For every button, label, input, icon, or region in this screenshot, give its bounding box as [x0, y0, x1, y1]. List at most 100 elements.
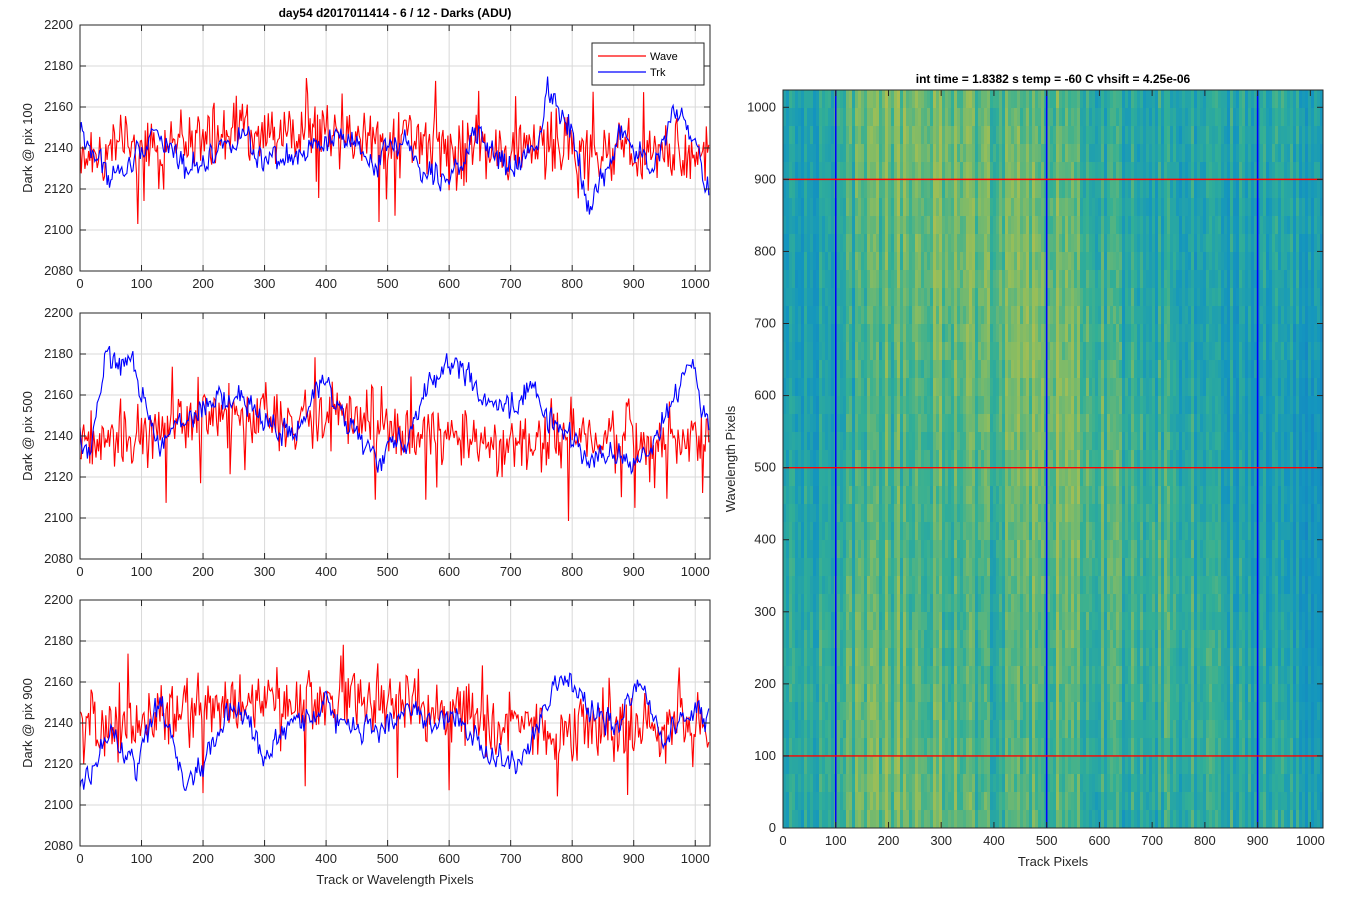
heatmap-cell: [843, 126, 847, 145]
heatmap-cell: [1104, 234, 1108, 253]
heatmap-cell: [1020, 414, 1024, 433]
heatmap-cell: [1017, 450, 1021, 469]
heatmap-cell: [1017, 792, 1021, 811]
heatmap-cell: [786, 108, 790, 127]
heatmap-cell: [843, 324, 847, 343]
heatmap-cell: [1116, 360, 1120, 379]
heatmap-cell: [885, 666, 889, 685]
heatmap-cell: [972, 198, 976, 217]
heatmap-cell: [1107, 756, 1111, 775]
heatmap-cell: [873, 432, 877, 451]
heatmap-cell: [1002, 414, 1006, 433]
heatmap-cell: [942, 126, 946, 145]
heatmap-cell: [843, 270, 847, 289]
heatmap-cell: [1026, 666, 1030, 685]
heatmap-cell: [1020, 378, 1024, 397]
heatmap-cell: [810, 270, 814, 289]
heatmap-cell: [1119, 738, 1123, 757]
heatmap-cell: [978, 666, 982, 685]
heatmap-cell: [1107, 234, 1111, 253]
heatmap-cell: [888, 324, 892, 343]
heatmap-cell: [822, 414, 826, 433]
heatmap-cell: [936, 108, 940, 127]
heatmap-cell: [1062, 576, 1066, 595]
heatmap-cell: [861, 378, 865, 397]
heatmap-cell: [936, 630, 940, 649]
heatmap-cell: [867, 306, 871, 325]
heatmap-cell: [993, 306, 997, 325]
heatmap-cell: [1020, 666, 1024, 685]
heatmap-cell: [906, 666, 910, 685]
heatmap-cell: [1119, 270, 1123, 289]
heatmap-cell: [987, 342, 991, 361]
heatmap-cell: [906, 414, 910, 433]
heatmap-cell: [792, 252, 796, 271]
heatmap-cell: [816, 684, 820, 703]
heatmap-cell: [1023, 108, 1027, 127]
heatmap-cell: [789, 126, 793, 145]
legend-label-wave: Wave: [650, 51, 678, 63]
heatmap-cell: [1047, 666, 1051, 685]
heatmap-cell: [801, 414, 805, 433]
heatmap-cell: [843, 540, 847, 559]
heatmap-cell: [1068, 162, 1072, 181]
heatmap-cell: [1089, 162, 1093, 181]
heatmap-cell: [969, 90, 973, 109]
heatmap-cell: [1104, 756, 1108, 775]
heatmap-cell: [783, 90, 787, 109]
heatmap-cell: [948, 504, 952, 523]
heatmap-cell: [915, 252, 919, 271]
heatmap-cell: [1002, 792, 1006, 811]
heatmap-cell: [879, 270, 883, 289]
heatmap-cell: [939, 108, 943, 127]
heatmap-cell: [1080, 612, 1084, 631]
heatmap-cell: [861, 162, 865, 181]
heatmap-cell: [1032, 666, 1036, 685]
heatmap-cell: [939, 720, 943, 739]
heatmap-cell: [813, 144, 817, 163]
heatmap-cell: [960, 270, 964, 289]
heatmap-cell: [999, 810, 1003, 828]
heatmap-cell: [840, 774, 844, 793]
heatmap-cell: [828, 396, 832, 415]
heatmap-cell: [807, 432, 811, 451]
heatmap-cell: [900, 180, 904, 199]
heatmap-cell: [831, 702, 835, 721]
heatmap-cell: [861, 306, 865, 325]
heatmap-cell: [906, 540, 910, 559]
heatmap-cell: [1077, 342, 1081, 361]
heatmap-cell: [966, 234, 970, 253]
heatmap-cell: [921, 198, 925, 217]
heatmap-cell: [957, 612, 961, 631]
heatmap-cell: [963, 108, 967, 127]
heatmap-cell: [1128, 450, 1132, 469]
heatmap-cell: [894, 162, 898, 181]
heatmap-cell: [1113, 504, 1117, 523]
heatmap-cell: [828, 630, 832, 649]
heatmap-cell: [1074, 792, 1078, 811]
heatmap-cell: [1125, 792, 1129, 811]
heatmap-cell: [945, 144, 949, 163]
heatmap-cell: [861, 810, 865, 828]
heatmap-cell: [921, 450, 925, 469]
heatmap-cell: [1122, 720, 1126, 739]
heatmap-cell: [993, 684, 997, 703]
heatmap-cell: [999, 522, 1003, 541]
heatmap-cell: [1068, 90, 1072, 109]
heatmap-cell: [1074, 558, 1078, 577]
heatmap-cell: [1086, 558, 1090, 577]
heatmap-cell: [984, 504, 988, 523]
heatmap-cell: [1020, 720, 1024, 739]
heatmap-cell: [921, 504, 925, 523]
heatmap-cell: [1101, 684, 1105, 703]
heatmap-cell: [894, 540, 898, 559]
heatmap-cell: [891, 774, 895, 793]
heatmap-cell: [1098, 540, 1102, 559]
heatmap-cell: [1110, 486, 1114, 505]
heatmap-cell: [996, 450, 1000, 469]
heatmap-cell: [1053, 702, 1057, 721]
heatmap-cell: [819, 234, 823, 253]
heatmap-cell: [972, 90, 976, 109]
heatmap-cell: [1008, 504, 1012, 523]
heatmap-cell: [957, 738, 961, 757]
